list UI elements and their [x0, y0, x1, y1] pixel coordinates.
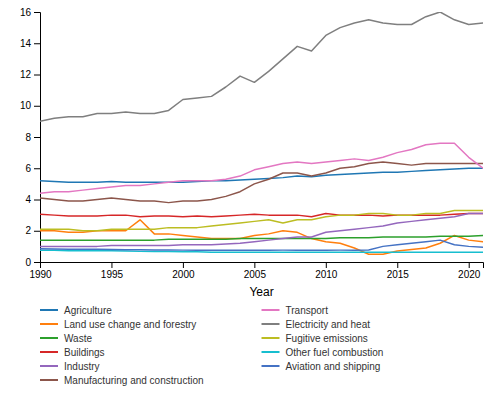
series-line — [40, 240, 483, 250]
y-tick: 4 — [25, 194, 40, 205]
x-tick: 1995 — [101, 262, 124, 280]
legend-label: Electricity and heat — [286, 319, 371, 330]
legend-swatch — [262, 351, 280, 353]
x-tick-mark — [397, 262, 398, 268]
legend-swatch — [40, 379, 58, 381]
x-tick-label: 2010 — [315, 269, 338, 280]
y-tick-label: 14 — [20, 38, 32, 49]
x-tick: 2015 — [387, 262, 410, 280]
legend-label: Industry — [64, 361, 100, 372]
x-tick: 2010 — [315, 262, 338, 280]
legend-item: Land use change and forestry — [40, 319, 196, 330]
legend-item: Fugitive emissions — [262, 333, 368, 344]
series-line — [40, 143, 483, 193]
series-line — [40, 220, 483, 254]
plot-area: 1990 1995 2000 2005 2010 2015 2020 0 2 4 6 8 10 12 14 1… — [20, 7, 484, 299]
legend-swatch — [262, 309, 280, 311]
x-tick-label: 2000 — [172, 269, 195, 280]
legend-label: Other fuel combustion — [286, 347, 384, 358]
y-tick-mark — [34, 168, 40, 169]
series-line — [40, 235, 483, 240]
y-tick-label: 4 — [25, 194, 31, 205]
legend-item: Electricity and heat — [262, 319, 371, 330]
legend-item: Waste — [40, 333, 92, 344]
y-tick-mark — [34, 43, 40, 44]
y-axis: 0 2 4 6 8 10 12 14 16 — [20, 7, 41, 268]
y-tick-label: 12 — [20, 69, 32, 80]
x-tick-mark — [326, 262, 327, 268]
x-tick-label: 2015 — [387, 269, 410, 280]
x-tick-label: 1990 — [29, 269, 52, 280]
y-tick: 2 — [25, 225, 40, 236]
legend-swatch — [40, 365, 58, 367]
legend-swatch — [262, 365, 280, 367]
legend-swatch — [40, 337, 58, 339]
y-tick-label: 8 — [25, 132, 31, 143]
x-tick: 2020 — [458, 262, 481, 280]
x-tick-label: 2020 — [458, 269, 481, 280]
legend-item: Transport — [262, 305, 329, 316]
x-tick-mark — [111, 262, 112, 268]
x-axis-title: Year — [249, 285, 273, 299]
y-tick-mark — [34, 75, 40, 76]
legend-item: Buildings — [40, 347, 105, 358]
y-tick-mark — [34, 262, 40, 263]
legend-label: Waste — [64, 333, 92, 344]
y-tick-mark — [34, 12, 40, 13]
x-tick: 2000 — [172, 262, 195, 280]
x-tick-label: 2005 — [244, 269, 267, 280]
legend: Agriculture Land use change and forestry W… — [40, 305, 383, 386]
y-tick: 0 — [25, 257, 40, 268]
y-tick: 8 — [25, 132, 40, 143]
y-tick: 12 — [20, 69, 40, 80]
legend-label: Aviation and shipping — [286, 361, 381, 372]
x-tick-label: 1995 — [101, 269, 124, 280]
x-tick-mark — [183, 262, 184, 268]
legend-label: Manufacturing and construction — [64, 375, 204, 386]
y-tick: 16 — [20, 7, 40, 18]
y-tick-mark — [34, 106, 40, 107]
series-line — [40, 12, 483, 121]
y-tick-label: 10 — [20, 100, 32, 111]
x-tick-mark — [469, 262, 470, 268]
legend-label: Fugitive emissions — [286, 333, 368, 344]
y-tick-label: 2 — [25, 225, 31, 236]
series-line — [40, 168, 483, 182]
series-line — [40, 210, 483, 230]
y-tick: 10 — [20, 100, 40, 111]
legend-swatch — [40, 351, 58, 353]
legend-label: Buildings — [64, 347, 105, 358]
x-tick: 2005 — [244, 262, 267, 280]
legend-item: Aviation and shipping — [262, 361, 381, 372]
y-tick-mark — [34, 137, 40, 138]
y-axis-line — [34, 13, 41, 263]
x-axis: 1990 1995 2000 2005 2010 2015 2020 — [29, 262, 483, 280]
legend-label: Transport — [286, 305, 329, 316]
legend-swatch — [40, 309, 58, 311]
legend-swatch — [262, 323, 280, 325]
y-tick: 6 — [25, 163, 40, 174]
y-tick-label: 0 — [25, 257, 31, 268]
chart: 1990 1995 2000 2005 2010 2015 2020 0 2 4 6 8 10 12 14 1… — [0, 0, 501, 400]
legend-item: Agriculture — [40, 305, 112, 316]
y-tick-mark — [34, 231, 40, 232]
y-tick-mark — [34, 200, 40, 201]
legend-label: Agriculture — [64, 305, 112, 316]
x-axis-line — [41, 263, 484, 269]
legend-swatch — [262, 337, 280, 339]
x-tick: 1990 — [29, 262, 52, 280]
legend-swatch — [40, 323, 58, 325]
y-tick: 14 — [20, 38, 40, 49]
legend-label: Land use change and forestry — [64, 319, 196, 330]
legend-item: Industry — [40, 361, 100, 372]
legend-item: Manufacturing and construction — [40, 375, 204, 386]
y-tick-label: 16 — [20, 7, 32, 18]
y-tick-label: 6 — [25, 163, 31, 174]
x-tick-mark — [254, 262, 255, 268]
legend-item: Other fuel combustion — [262, 347, 384, 358]
lines — [40, 12, 483, 254]
